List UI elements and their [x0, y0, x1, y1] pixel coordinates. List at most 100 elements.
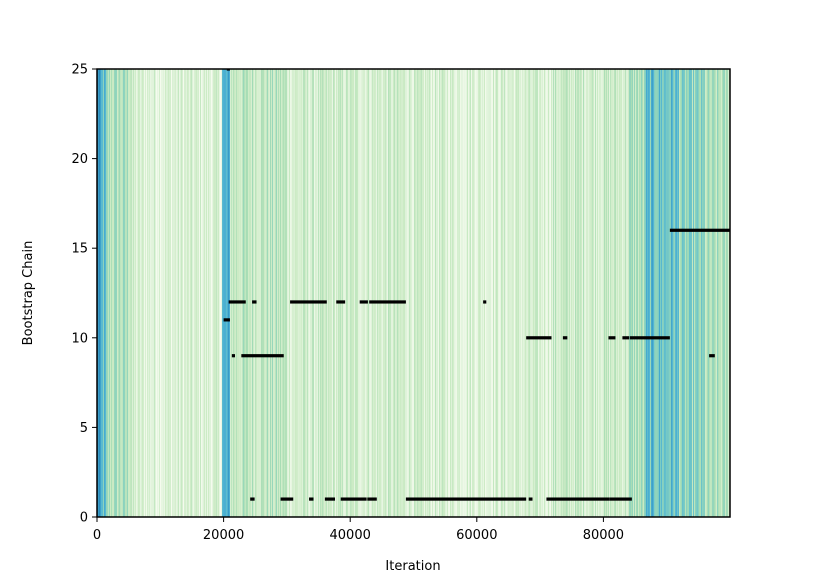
y-tick-label: 0: [80, 511, 88, 526]
heat-column: [171, 69, 173, 517]
chain-segment: [608, 336, 616, 340]
heat-column: [696, 69, 698, 517]
heat-column: [464, 69, 466, 517]
heat-column: [386, 69, 388, 517]
heat-column: [668, 69, 670, 517]
heat-column: [727, 69, 729, 517]
heat-column: [725, 69, 727, 517]
heat-column: [602, 69, 604, 517]
heat-column: [646, 69, 648, 517]
heat-column: [487, 69, 489, 517]
heat-column: [188, 69, 190, 517]
heat-column: [560, 69, 562, 517]
heat-column: [167, 69, 169, 517]
heat-column: [724, 69, 726, 517]
heat-column: [355, 69, 357, 517]
heat-column: [328, 69, 330, 517]
heat-column: [479, 69, 481, 517]
heat-column: [306, 69, 308, 517]
heat-column: [650, 69, 652, 517]
heat-column: [205, 69, 207, 517]
heat-column: [520, 69, 522, 517]
x-axis-title: Iteration: [385, 559, 440, 574]
heat-column: [412, 69, 414, 517]
heat-column: [388, 69, 390, 517]
heat-column: [605, 69, 607, 517]
chain-segment: [309, 497, 314, 501]
heat-column: [335, 69, 337, 517]
chain-segment: [228, 300, 246, 304]
chain-segment: [252, 300, 257, 304]
heat-column: [719, 69, 721, 517]
heat-column: [174, 69, 176, 517]
heat-column: [314, 69, 316, 517]
chain-segment: [622, 336, 630, 340]
heat-column: [237, 69, 239, 517]
heat-column: [389, 69, 391, 517]
heat-column: [674, 69, 676, 517]
heat-column: [659, 69, 661, 517]
heat-column: [533, 69, 535, 517]
heat-column: [176, 69, 178, 517]
heat-column: [139, 69, 141, 517]
heat-column: [647, 69, 649, 517]
heat-column: [687, 69, 689, 517]
heat-column: [678, 69, 680, 517]
heat-column: [606, 69, 608, 517]
heat-column: [120, 69, 122, 517]
heat-column: [365, 69, 367, 517]
heat-column: [290, 69, 292, 517]
heat-column: [670, 69, 672, 517]
heat-column: [232, 69, 234, 517]
heat-column: [220, 69, 222, 517]
heat-column: [127, 69, 129, 517]
heat-column: [624, 69, 626, 517]
heat-column: [509, 69, 511, 517]
heat-column: [697, 69, 699, 517]
heat-column: [469, 69, 471, 517]
heat-column: [415, 69, 417, 517]
heat-column: [435, 69, 437, 517]
heat-column: [324, 69, 326, 517]
heat-column: [396, 69, 398, 517]
chain-segment: [629, 336, 670, 340]
heat-column: [279, 69, 281, 517]
heat-column: [629, 69, 631, 517]
heat-column: [310, 69, 312, 517]
heat-column: [581, 69, 583, 517]
chain-segments: [223, 69, 730, 501]
heat-column: [598, 69, 600, 517]
heat-column: [563, 69, 565, 517]
heat-column: [677, 69, 679, 517]
heat-column: [196, 69, 198, 517]
heat-column: [368, 69, 370, 517]
heat-column: [726, 69, 728, 517]
heat-column: [615, 69, 617, 517]
heat-column: [192, 69, 194, 517]
heat-column: [524, 69, 526, 517]
chain-segment: [562, 336, 568, 340]
heat-column: [426, 69, 428, 517]
heat-column: [278, 69, 280, 517]
heat-column: [392, 69, 394, 517]
heat-column: [553, 69, 555, 517]
heat-column: [722, 69, 724, 517]
heat-column: [154, 69, 156, 517]
heat-column: [532, 69, 534, 517]
heat-column: [569, 69, 571, 517]
heat-column: [352, 69, 354, 517]
heat-column: [576, 69, 578, 517]
heat-column: [555, 69, 557, 517]
x-tick-label: 40000: [330, 528, 371, 543]
heat-column: [248, 69, 250, 517]
heat-column: [399, 69, 401, 517]
heat-column: [316, 69, 318, 517]
heat-column: [465, 69, 467, 517]
heat-column: [406, 69, 408, 517]
chain-segment: [340, 497, 367, 501]
heat-column: [211, 69, 213, 517]
heat-column: [373, 69, 375, 517]
heat-column: [215, 69, 217, 517]
heat-column: [476, 69, 478, 517]
heat-column: [669, 69, 671, 517]
